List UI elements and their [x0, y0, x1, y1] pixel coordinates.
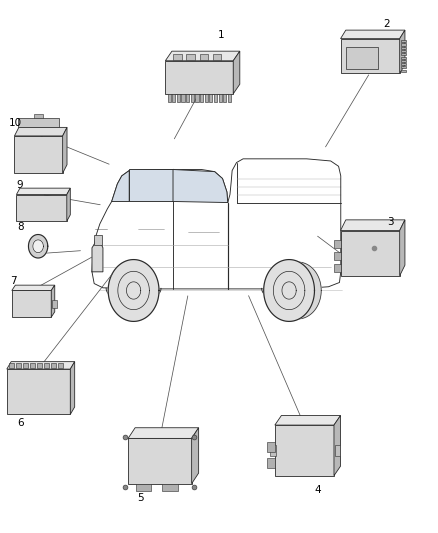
- Bar: [400, 60, 406, 62]
- Bar: [162, 484, 177, 491]
- Polygon shape: [92, 241, 103, 272]
- Bar: [205, 94, 208, 102]
- Polygon shape: [14, 136, 63, 173]
- Text: 4: 4: [314, 485, 321, 495]
- Bar: [37, 364, 42, 368]
- Bar: [400, 56, 406, 59]
- Polygon shape: [192, 427, 199, 484]
- Bar: [209, 94, 212, 102]
- Bar: [191, 94, 194, 102]
- Polygon shape: [166, 51, 240, 61]
- Text: 7: 7: [10, 276, 17, 286]
- Polygon shape: [275, 425, 334, 475]
- Bar: [334, 252, 340, 260]
- Bar: [400, 66, 406, 68]
- Bar: [177, 94, 180, 102]
- Circle shape: [28, 235, 48, 258]
- Polygon shape: [275, 416, 340, 425]
- Polygon shape: [112, 171, 129, 201]
- Polygon shape: [70, 361, 74, 415]
- Bar: [346, 46, 378, 69]
- Text: 9: 9: [16, 180, 23, 190]
- Polygon shape: [7, 361, 74, 369]
- Bar: [213, 54, 222, 60]
- Polygon shape: [399, 220, 405, 276]
- Polygon shape: [128, 427, 199, 438]
- Bar: [187, 54, 195, 60]
- Bar: [223, 94, 226, 102]
- Text: 6: 6: [18, 418, 25, 429]
- Text: 10: 10: [9, 118, 22, 128]
- Polygon shape: [51, 285, 55, 317]
- Bar: [228, 94, 231, 102]
- Bar: [400, 47, 406, 49]
- Bar: [173, 54, 182, 60]
- Bar: [136, 484, 152, 491]
- Bar: [400, 41, 406, 43]
- Bar: [181, 94, 184, 102]
- Polygon shape: [7, 369, 70, 415]
- Polygon shape: [340, 39, 399, 73]
- Bar: [195, 94, 198, 102]
- Bar: [9, 364, 14, 368]
- Bar: [334, 240, 340, 248]
- Polygon shape: [340, 230, 399, 276]
- Polygon shape: [334, 416, 340, 475]
- Text: 2: 2: [383, 19, 390, 29]
- Bar: [200, 94, 203, 102]
- Polygon shape: [67, 188, 70, 221]
- Bar: [52, 300, 57, 308]
- Bar: [400, 53, 406, 55]
- Circle shape: [108, 260, 159, 321]
- Polygon shape: [17, 188, 70, 195]
- Bar: [172, 94, 175, 102]
- Bar: [44, 364, 49, 368]
- Bar: [16, 364, 21, 368]
- Text: 8: 8: [18, 222, 25, 232]
- Bar: [23, 364, 28, 368]
- Bar: [51, 364, 56, 368]
- Bar: [30, 364, 35, 368]
- Bar: [186, 94, 189, 102]
- Text: 5: 5: [137, 493, 144, 503]
- Bar: [267, 458, 275, 468]
- Polygon shape: [128, 438, 192, 484]
- Bar: [267, 442, 275, 452]
- Bar: [219, 94, 222, 102]
- Polygon shape: [63, 127, 67, 173]
- Circle shape: [275, 262, 321, 319]
- Circle shape: [33, 240, 43, 253]
- Bar: [94, 235, 102, 245]
- Polygon shape: [129, 169, 173, 201]
- Polygon shape: [12, 285, 55, 290]
- Polygon shape: [233, 51, 240, 94]
- Bar: [214, 94, 217, 102]
- Polygon shape: [340, 220, 405, 230]
- Polygon shape: [14, 127, 67, 136]
- Bar: [334, 263, 340, 271]
- Polygon shape: [12, 290, 51, 317]
- Polygon shape: [173, 169, 228, 203]
- Bar: [400, 63, 406, 65]
- Bar: [335, 445, 340, 456]
- Text: 1: 1: [218, 30, 225, 40]
- Polygon shape: [399, 30, 405, 73]
- Circle shape: [264, 260, 314, 321]
- Text: 3: 3: [387, 216, 394, 227]
- Bar: [58, 364, 64, 368]
- Bar: [400, 44, 406, 46]
- Bar: [167, 94, 171, 102]
- Polygon shape: [340, 30, 405, 39]
- Polygon shape: [166, 61, 233, 94]
- Bar: [18, 118, 59, 127]
- Bar: [400, 50, 406, 52]
- Bar: [400, 69, 406, 71]
- Polygon shape: [17, 195, 67, 221]
- Bar: [34, 114, 43, 118]
- Bar: [270, 445, 276, 456]
- Bar: [200, 54, 208, 60]
